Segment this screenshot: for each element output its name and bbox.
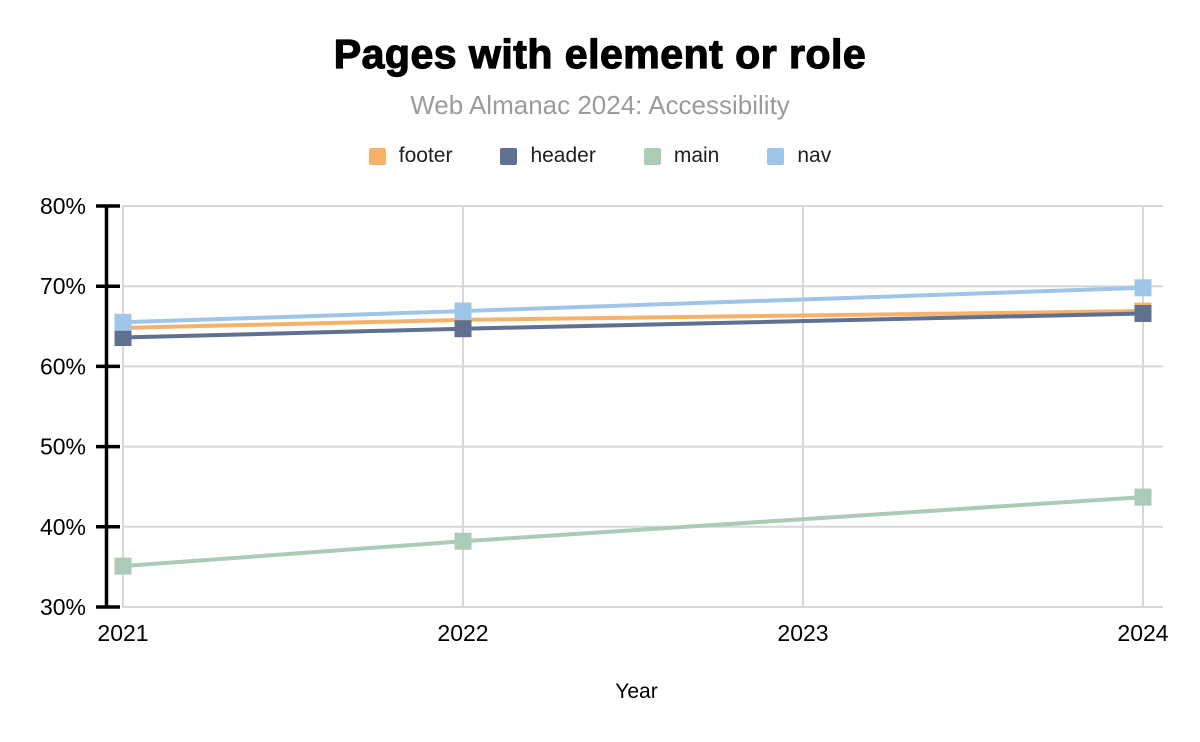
legend-swatch-footer-icon [368, 147, 386, 165]
y-tick-label: 30% [40, 594, 86, 620]
legend-swatch-nav-icon [767, 147, 785, 165]
data-point-nav [454, 302, 472, 320]
series-header [114, 304, 1152, 347]
data-point-main [1134, 488, 1152, 506]
x-tick-label: 2024 [1117, 620, 1168, 646]
legend-swatch-header-icon [500, 147, 518, 165]
legend-label-header: header [530, 144, 596, 167]
y-tick-label: 80% [40, 193, 86, 219]
y-tick-label: 70% [40, 273, 86, 299]
y-tick-label: 50% [40, 434, 86, 460]
legend-swatch-main-icon [643, 147, 661, 165]
y-axis [96, 204, 120, 609]
data-point-main [114, 557, 132, 575]
x-tick-label: 2021 [97, 620, 148, 646]
data-point-main [454, 532, 472, 550]
legend-item-main: main [643, 144, 720, 168]
series-nav [114, 279, 1152, 331]
x-tick-label: 2022 [437, 620, 488, 646]
legend-item-nav: nav [767, 144, 831, 168]
data-point-nav [1134, 279, 1152, 297]
y-tick-label: 40% [40, 514, 86, 540]
series-line-main [122, 495, 1144, 569]
legend-label-footer: footer [398, 144, 453, 167]
x-tick-labels: 2021 2022 2023 2024 [97, 620, 1168, 646]
data-point-header [454, 320, 472, 338]
series-main [114, 488, 1152, 575]
x-tick-label: 2023 [777, 620, 828, 646]
chart-legend: footer header main nav [0, 144, 1200, 168]
gridlines [122, 205, 1163, 608]
data-point-header [114, 329, 132, 347]
legend-label-main: main [673, 144, 720, 167]
data-point-header [1134, 304, 1152, 322]
chart-title: Pages with element or role [333, 30, 867, 77]
legend-item-footer: footer [368, 144, 453, 168]
series-footer [114, 302, 1152, 337]
legend-label-nav: nav [797, 144, 832, 167]
legend-item-header: header [500, 144, 596, 168]
y-tick-labels: 30% 40% 50% 60% 70% 80% [40, 193, 86, 620]
y-tick-label: 60% [40, 353, 86, 379]
chart-subtitle: Web Almanac 2024: Accessibility [410, 90, 790, 120]
x-axis-title: Year [615, 680, 657, 703]
data-point-nav [114, 313, 132, 331]
